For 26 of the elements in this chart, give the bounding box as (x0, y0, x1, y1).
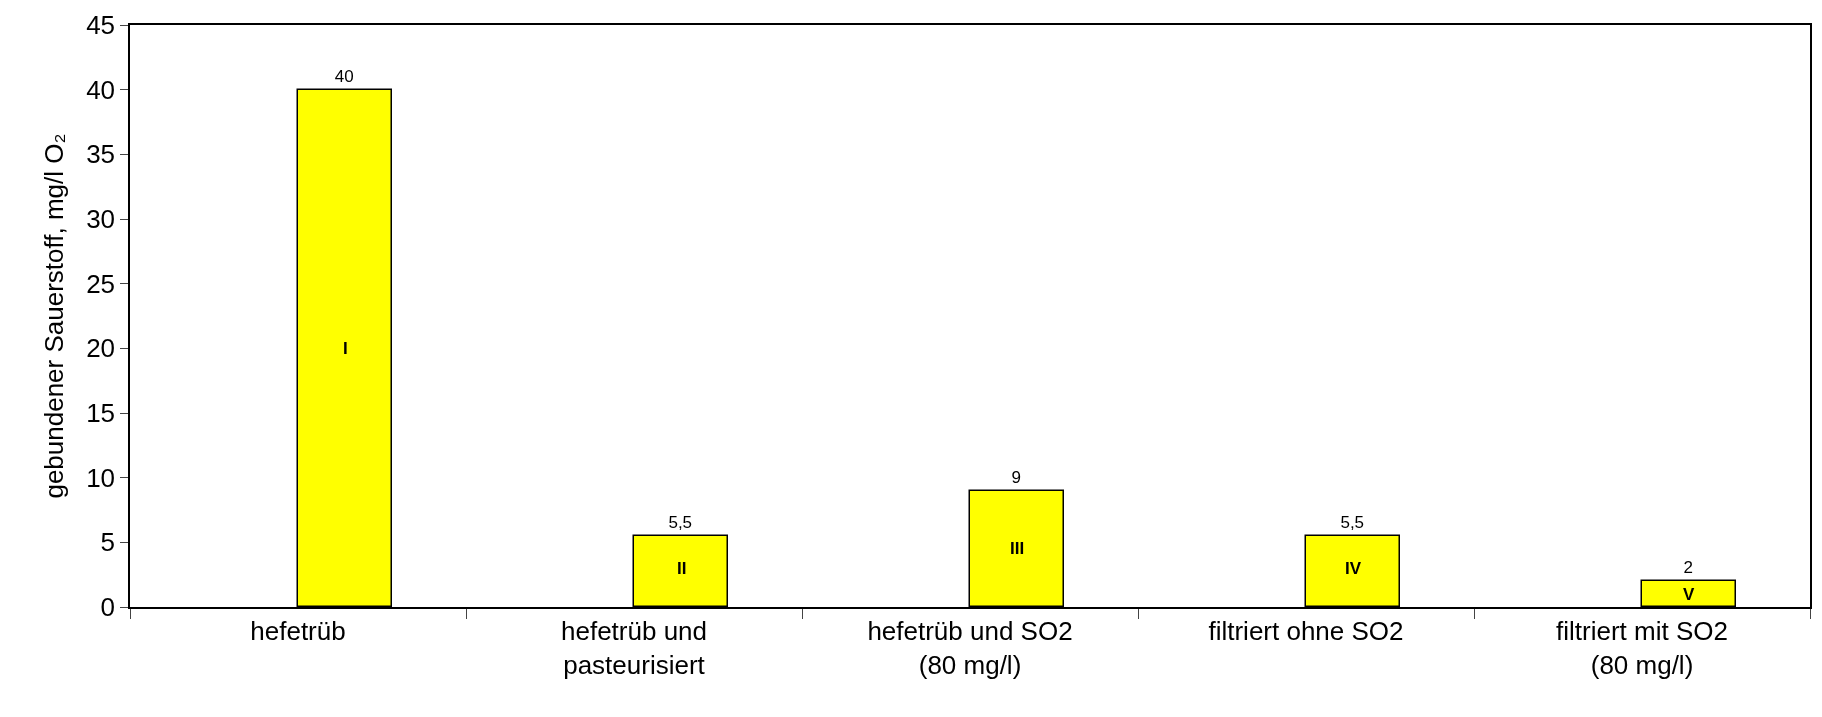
x-tick-label: filtriert mit SO2 (80 mg/l) (1556, 615, 1728, 680)
y-tick-label: 45 (86, 10, 116, 41)
data-label: 9 (1011, 468, 1021, 488)
data-label: 5,5 (668, 513, 693, 533)
x-tick-label: filtriert ohne SO2 (1208, 615, 1404, 646)
annotation: I (343, 339, 348, 358)
annotation: V (1683, 585, 1695, 604)
data-label: 40 (334, 67, 354, 87)
x-tick-label: hefetrüb und SO2 (80 mg/l) (867, 615, 1073, 680)
y-axis-title: gebundener Sauerstoff, mg/l O₂ (39, 133, 70, 499)
y-tick-label: 15 (86, 398, 116, 429)
annotation: III (1010, 539, 1025, 558)
y-tick-label: 20 (86, 333, 116, 364)
y-tick-label: 40 (86, 74, 116, 105)
data-label: 5,5 (1340, 513, 1365, 533)
y-tick-label: 30 (86, 204, 116, 235)
y-tick-label: 25 (86, 268, 116, 299)
data-label: 2 (1683, 558, 1693, 578)
x-tick-label: hefetrüb und pasteurisiert (560, 615, 708, 680)
y-tick-label: 5 (100, 527, 116, 558)
annotation: II (677, 559, 687, 578)
annotation: IV (1345, 559, 1362, 578)
x-tick-label: hefetrüb (250, 615, 346, 646)
y-tick-label: 10 (86, 462, 116, 493)
y-tick-label: 35 (86, 139, 116, 170)
y-tick-label: 0 (100, 592, 116, 623)
